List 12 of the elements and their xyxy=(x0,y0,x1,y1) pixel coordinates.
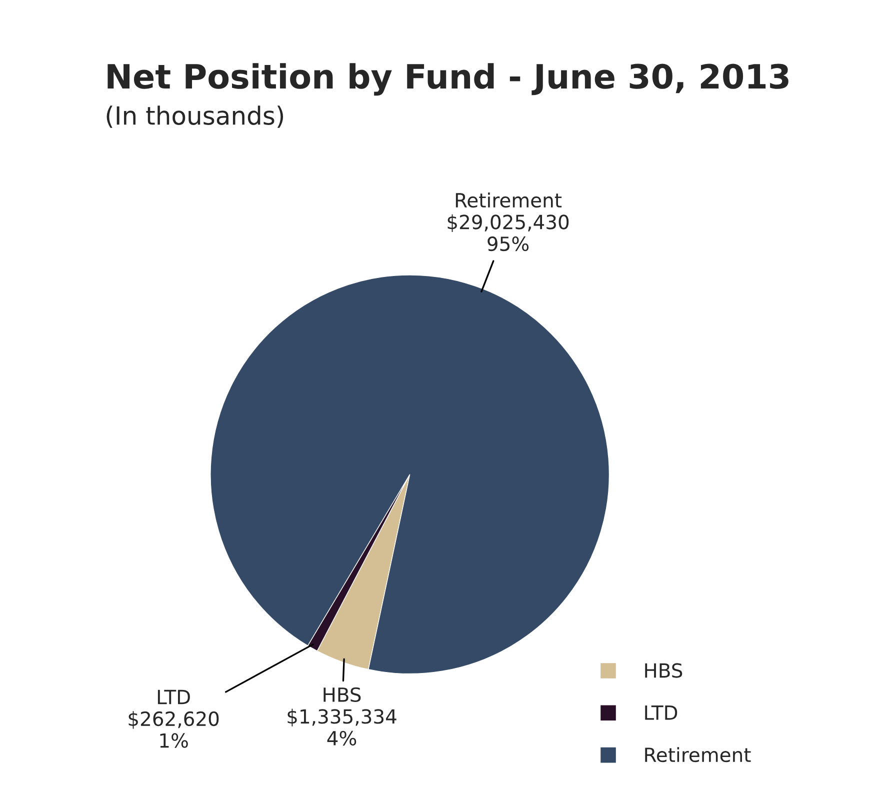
pie-slice xyxy=(210,274,610,674)
data-label: $262,620 1% xyxy=(128,711,219,748)
chart-title: Net Position by Fund - June 30, 2013 xyxy=(108,63,788,96)
slice-label: HBS xyxy=(324,687,361,702)
data-label: $29,025,430 95% xyxy=(448,214,569,252)
slice-label: LTD xyxy=(158,690,190,704)
slice-label: Retirement xyxy=(456,192,562,208)
chart-subtitle: (In thousands) xyxy=(106,106,284,128)
legend-label: Retirement xyxy=(645,747,751,762)
data-label: $1,335,334 4% xyxy=(288,708,396,746)
legend-label: LTD xyxy=(645,706,678,720)
legend-label: HBS xyxy=(645,663,682,678)
